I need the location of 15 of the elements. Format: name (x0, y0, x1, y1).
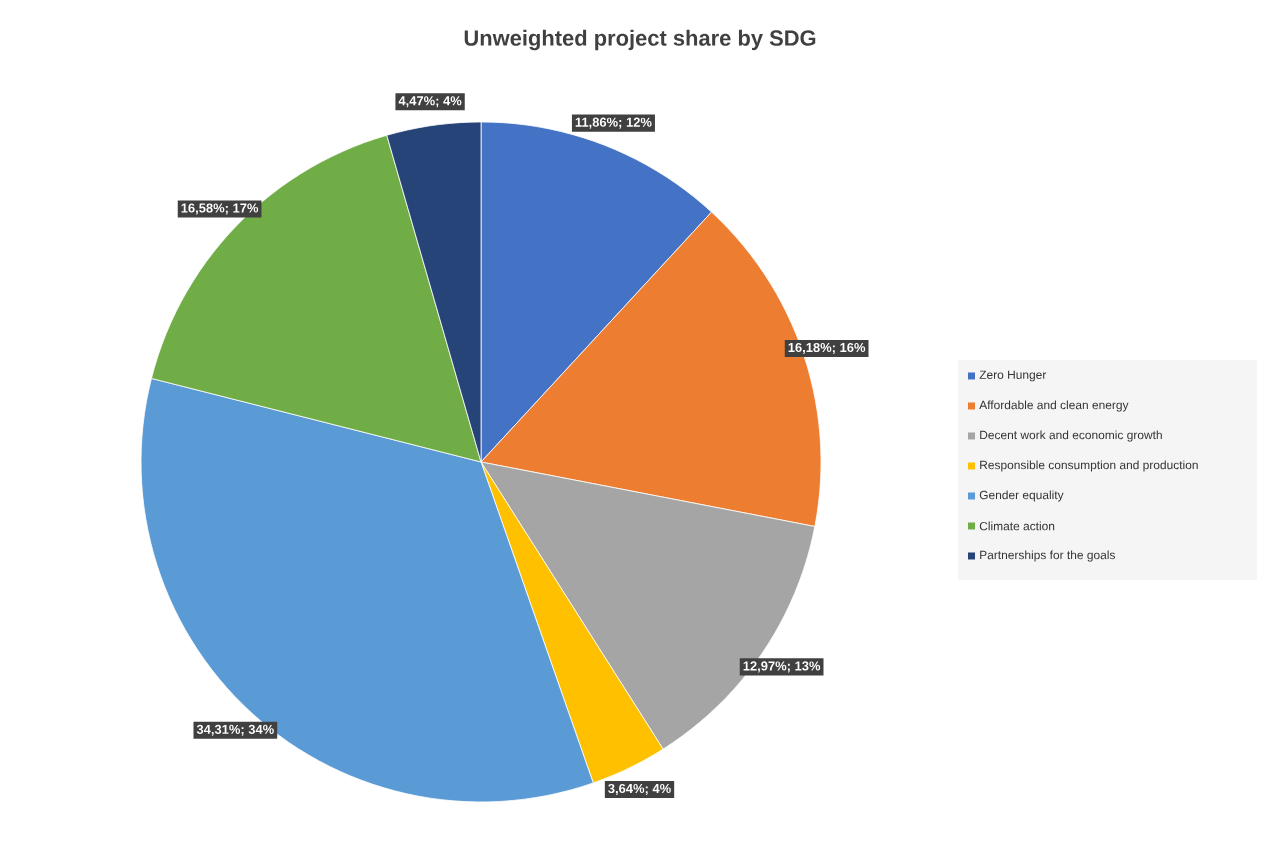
data-label: 11,86%; 12% (575, 117, 652, 129)
data-label: 16,18%; 16% (788, 342, 866, 354)
legend-label: Decent work and economic growth (980, 430, 1162, 442)
legend-label: Responsible consumption and production (980, 460, 1198, 472)
legend-label: Partnerships for the goals (980, 550, 1115, 562)
data-label: 16,58%; 17% (181, 203, 259, 215)
chart-title: Unweighted project share by SDG (464, 29, 816, 51)
data-label: 4,47%; 4% (398, 96, 462, 108)
data-label: 34,31%; 34% (196, 724, 274, 736)
legend-label: Zero Hunger (979, 370, 1047, 382)
legend-label: Gender equality (979, 490, 1064, 502)
legend-label: Climate action (979, 521, 1055, 531)
data-label: 3,64%; 4% (608, 783, 671, 795)
legend-label: Affordable and clean energy (979, 400, 1129, 412)
data-label: 12,97%; 13% (743, 661, 821, 673)
